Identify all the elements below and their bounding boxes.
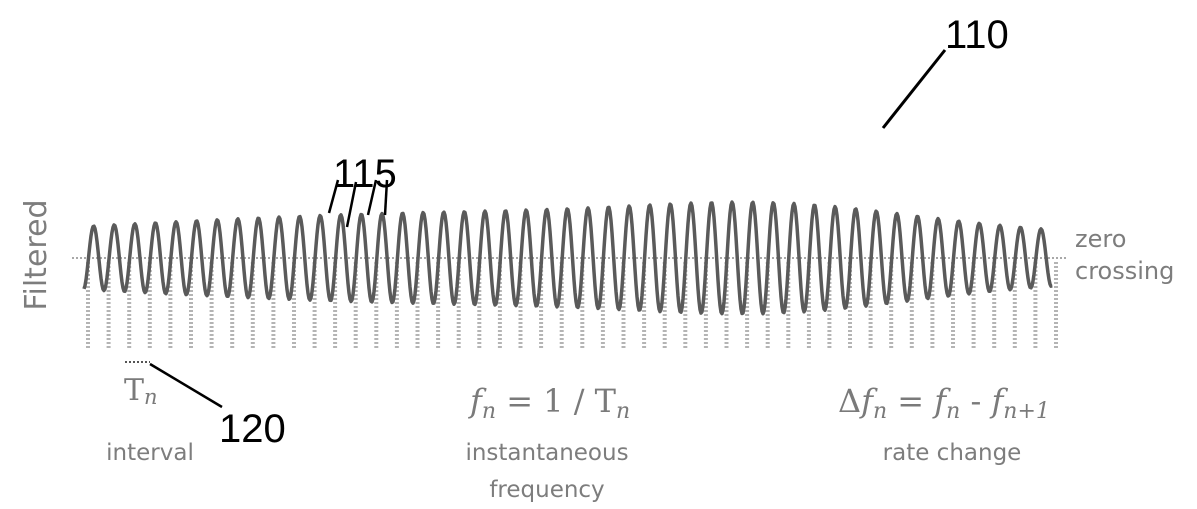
leader-line-120 <box>149 362 223 409</box>
zero-crossing-markers <box>86 262 1058 350</box>
instantaneous-frequency-formula: fn = 1 / Tn <box>468 382 630 424</box>
leader-line-115d <box>383 179 389 216</box>
y-axis-label: Filtered <box>19 199 54 310</box>
filtered-waveform <box>82 200 1053 316</box>
reference-numeral-120: 120 <box>219 407 286 451</box>
leader-line-115c <box>366 179 378 216</box>
leader-line-115a <box>327 179 340 214</box>
instantaneous-frequency-caption-line1: instantaneous <box>465 440 628 466</box>
interval-symbol: Tn <box>124 373 158 409</box>
leader-line-115b <box>345 181 358 228</box>
leader-line-110 <box>881 49 947 129</box>
instantaneous-frequency-caption-line2: frequency <box>489 477 604 503</box>
rate-change-formula: Δfn = fn - fn+1 <box>838 382 1050 424</box>
reference-numeral-110: 110 <box>945 13 1009 57</box>
interval-caption: interval <box>106 440 194 466</box>
rate-change-caption: rate change <box>883 440 1022 466</box>
zero-crossing-label-line2: crossing <box>1075 257 1174 285</box>
zero-crossing-label-line1: zero <box>1075 225 1126 253</box>
